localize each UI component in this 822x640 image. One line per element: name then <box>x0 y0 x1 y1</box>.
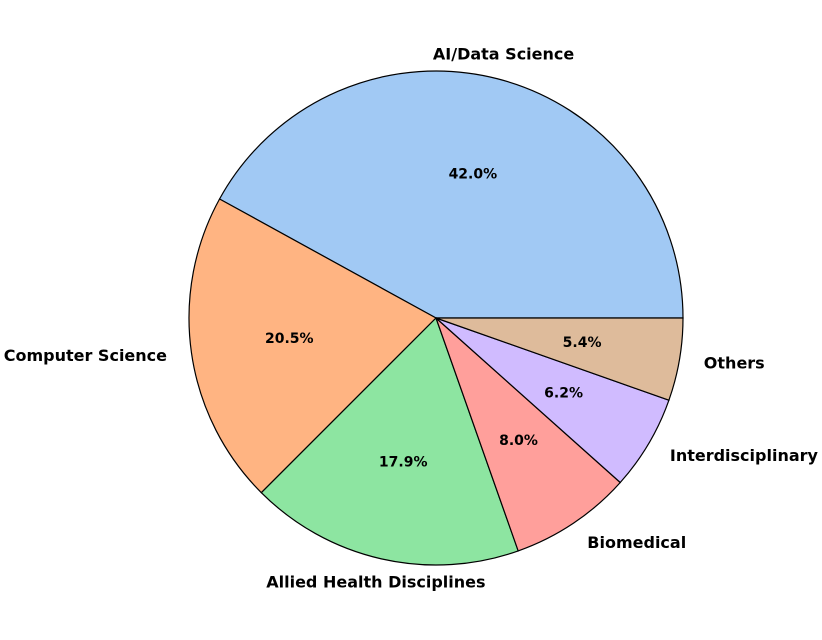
percent-label: 8.0% <box>499 433 538 449</box>
percent-label: 17.9% <box>379 455 428 471</box>
pie-slice <box>435 317 684 401</box>
pie-slice <box>260 316 519 566</box>
percent-label: 5.4% <box>563 335 602 351</box>
pie-slice <box>218 70 684 319</box>
slice-label: Computer Science <box>4 346 167 365</box>
percent-label: 42.0% <box>449 166 498 182</box>
percent-label: 6.2% <box>544 385 583 401</box>
percent-label: 20.5% <box>265 331 314 347</box>
slice-label: Interdisciplinary <box>670 446 819 465</box>
pie-slice <box>435 317 622 552</box>
slice-label: Others <box>704 353 765 372</box>
pie-slice <box>188 198 437 494</box>
slice-label: Biomedical <box>587 533 686 552</box>
slice-label: AI/Data Science <box>433 44 574 63</box>
slice-label: Allied Health Disciplines <box>266 572 485 591</box>
